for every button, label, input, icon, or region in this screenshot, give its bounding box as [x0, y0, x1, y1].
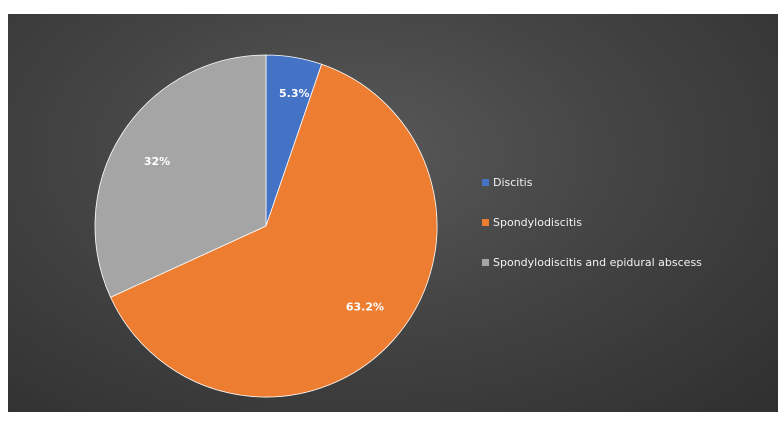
legend-label-discitis: Discitis [493, 175, 533, 189]
pie-slice-spondylodiscitis-epidural-abscess [94, 54, 267, 298]
chart-panel: 5.3% 63.2% 32% Discitis Spondylodiscitis… [8, 14, 778, 412]
legend-swatch-spondylodiscitis-epidural-abscess [482, 258, 489, 266]
legend-item-spondylodiscitis-epidural-abscess: Spondylodiscitis and epidural abscess [482, 254, 782, 270]
pie-slice-spondylodiscitis [110, 63, 438, 398]
pie-slices [94, 54, 438, 398]
legend-swatch-spondylodiscitis [482, 218, 489, 226]
legend-swatch-discitis [482, 178, 489, 186]
legend-item-spondylodiscitis: Spondylodiscitis [482, 214, 782, 230]
data-label-spondylodiscitis-epidural-abscess: 32% [144, 155, 170, 168]
data-label-spondylodiscitis: 63.2% [346, 301, 384, 314]
data-label-discitis: 5.3% [279, 87, 310, 100]
legend-item-discitis: Discitis [482, 174, 782, 190]
legend-label-spondylodiscitis: Spondylodiscitis [493, 215, 582, 229]
legend: Discitis Spondylodiscitis Spondylodiscit… [482, 174, 782, 294]
pie-data-labels: 5.3% 63.2% 32% [144, 87, 384, 314]
pie-chart: 5.3% 63.2% 32% [94, 54, 438, 398]
legend-label-spondylodiscitis-epidural-abscess: Spondylodiscitis and epidural abscess [493, 255, 702, 269]
